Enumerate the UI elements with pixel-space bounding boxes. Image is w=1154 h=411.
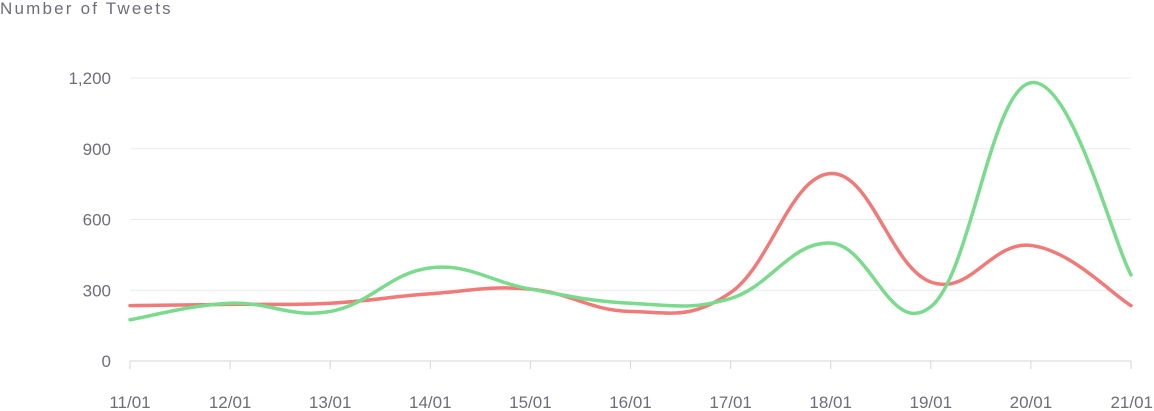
series-line-2: [128, 80, 1133, 322]
x-tick-label: 11/01: [109, 393, 150, 411]
x-tick-label: 21/01: [1110, 393, 1153, 411]
x-tick-label: 16/01: [609, 393, 652, 411]
x-tick-label: 14/01: [409, 393, 452, 411]
y-tick-label: 900: [83, 140, 111, 159]
x-tick-label: 15/01: [509, 393, 552, 411]
x-tick-label: 13/01: [309, 393, 352, 411]
y-tick-label: 0: [102, 352, 111, 371]
y-tick-label: 1,200: [68, 69, 111, 88]
y-tick-label: 600: [83, 211, 111, 230]
y-axis-title: Number of Tweets: [0, 0, 173, 18]
series-lines: [128, 80, 1133, 322]
x-tick-label: 19/01: [910, 393, 953, 411]
x-tick-label: 17/01: [709, 393, 752, 411]
series-line-1: [128, 171, 1133, 315]
gridlines: [130, 77, 1131, 291]
y-tick-label: 300: [83, 281, 111, 300]
x-tick-label: 12/01: [209, 393, 252, 411]
x-tick-label: 18/01: [809, 393, 852, 411]
x-axis-ticks: 11/01 12/01 13/01 14/01 15/01 16/01 17/01 18/01…: [109, 361, 1153, 411]
y-axis-ticks: 0 300 600 900 1,200: [68, 69, 111, 371]
x-tick-label: 20/01: [1010, 393, 1053, 411]
